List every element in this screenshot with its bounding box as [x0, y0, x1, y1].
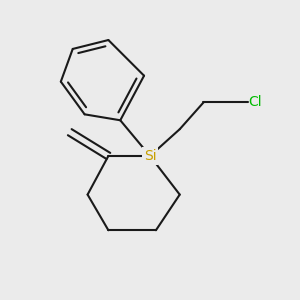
Text: Cl: Cl — [249, 95, 262, 110]
Text: Si: Si — [144, 149, 156, 163]
